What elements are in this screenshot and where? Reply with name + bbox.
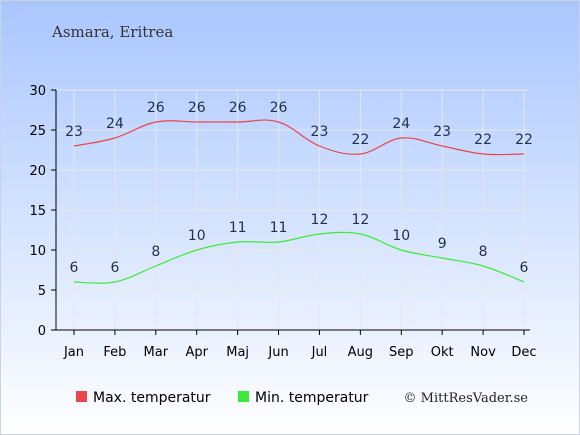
x-tick-label: Jun [267,345,288,360]
max-data-label: 26 [188,100,206,116]
y-tick-label: 5 [38,284,46,299]
max-data-label: 22 [515,132,533,148]
x-tick-label: Nov [470,345,496,360]
min-data-label: 11 [270,220,288,236]
x-tick-label: Jan [63,345,84,360]
x-tick-label: Apr [185,345,208,360]
y-tick-label: 10 [29,244,46,259]
min-data-label: 6 [520,260,529,276]
x-tick-label: Maj [226,345,249,360]
min-data-label: 6 [70,260,79,276]
axes: 0 5 10 15 20 25 30 Jan Feb Mar Apr Maj Jun Jul Aug Sep O… [29,84,536,360]
x-tick-label: Aug [348,345,373,360]
y-tick-label: 0 [38,324,46,339]
location-title: Asmara, Eritrea [51,23,173,41]
min-temperature-line [73,231,525,284]
min-data-label: 8 [479,244,488,260]
min-data-label: 10 [188,228,206,244]
x-tick-label: Sep [389,345,414,360]
max-data-label: 22 [474,132,492,148]
max-data-label: 24 [392,116,410,132]
y-tick-label: 20 [29,164,46,179]
max-temperature-line [73,119,525,156]
y-tick-label: 25 [29,124,46,139]
min-data-label: 12 [351,212,369,228]
y-tick-label: 15 [29,204,46,219]
max-data-label: 26 [229,100,247,116]
copyright-text: © MittResVader.se [404,391,529,406]
legend-min-swatch [238,391,249,402]
min-data-label: 12 [311,212,329,228]
max-data-label: 23 [433,124,451,140]
y-tick-label: 30 [29,84,46,99]
series-lines [73,119,525,284]
x-tick-label: Dec [511,345,536,360]
max-data-label: 26 [270,100,288,116]
min-data-label: 6 [110,260,119,276]
x-tick-label: Okt [431,345,454,360]
legend-max-label: Max. temperatur [93,390,211,406]
min-data-label: 11 [229,220,247,236]
min-data-label: 10 [392,228,410,244]
max-data-label: 24 [106,116,124,132]
min-data-label: 8 [151,244,160,260]
max-data-label: 23 [311,124,329,140]
max-data-label: 26 [147,100,165,116]
x-tick-label: Feb [103,345,126,360]
max-data-label: 22 [351,132,369,148]
min-data-label: 9 [438,236,447,252]
max-data-label: 23 [65,124,83,140]
legend-min-label: Min. temperatur [255,390,369,406]
legend-max-swatch [76,391,87,402]
x-tick-label: Jul [311,345,328,360]
data-labels: 23 24 26 26 26 26 23 22 24 23 22 22 6 6 8 10 11 11 12 12 10 9… [65,100,533,276]
x-tick-label: Mar [144,345,169,360]
